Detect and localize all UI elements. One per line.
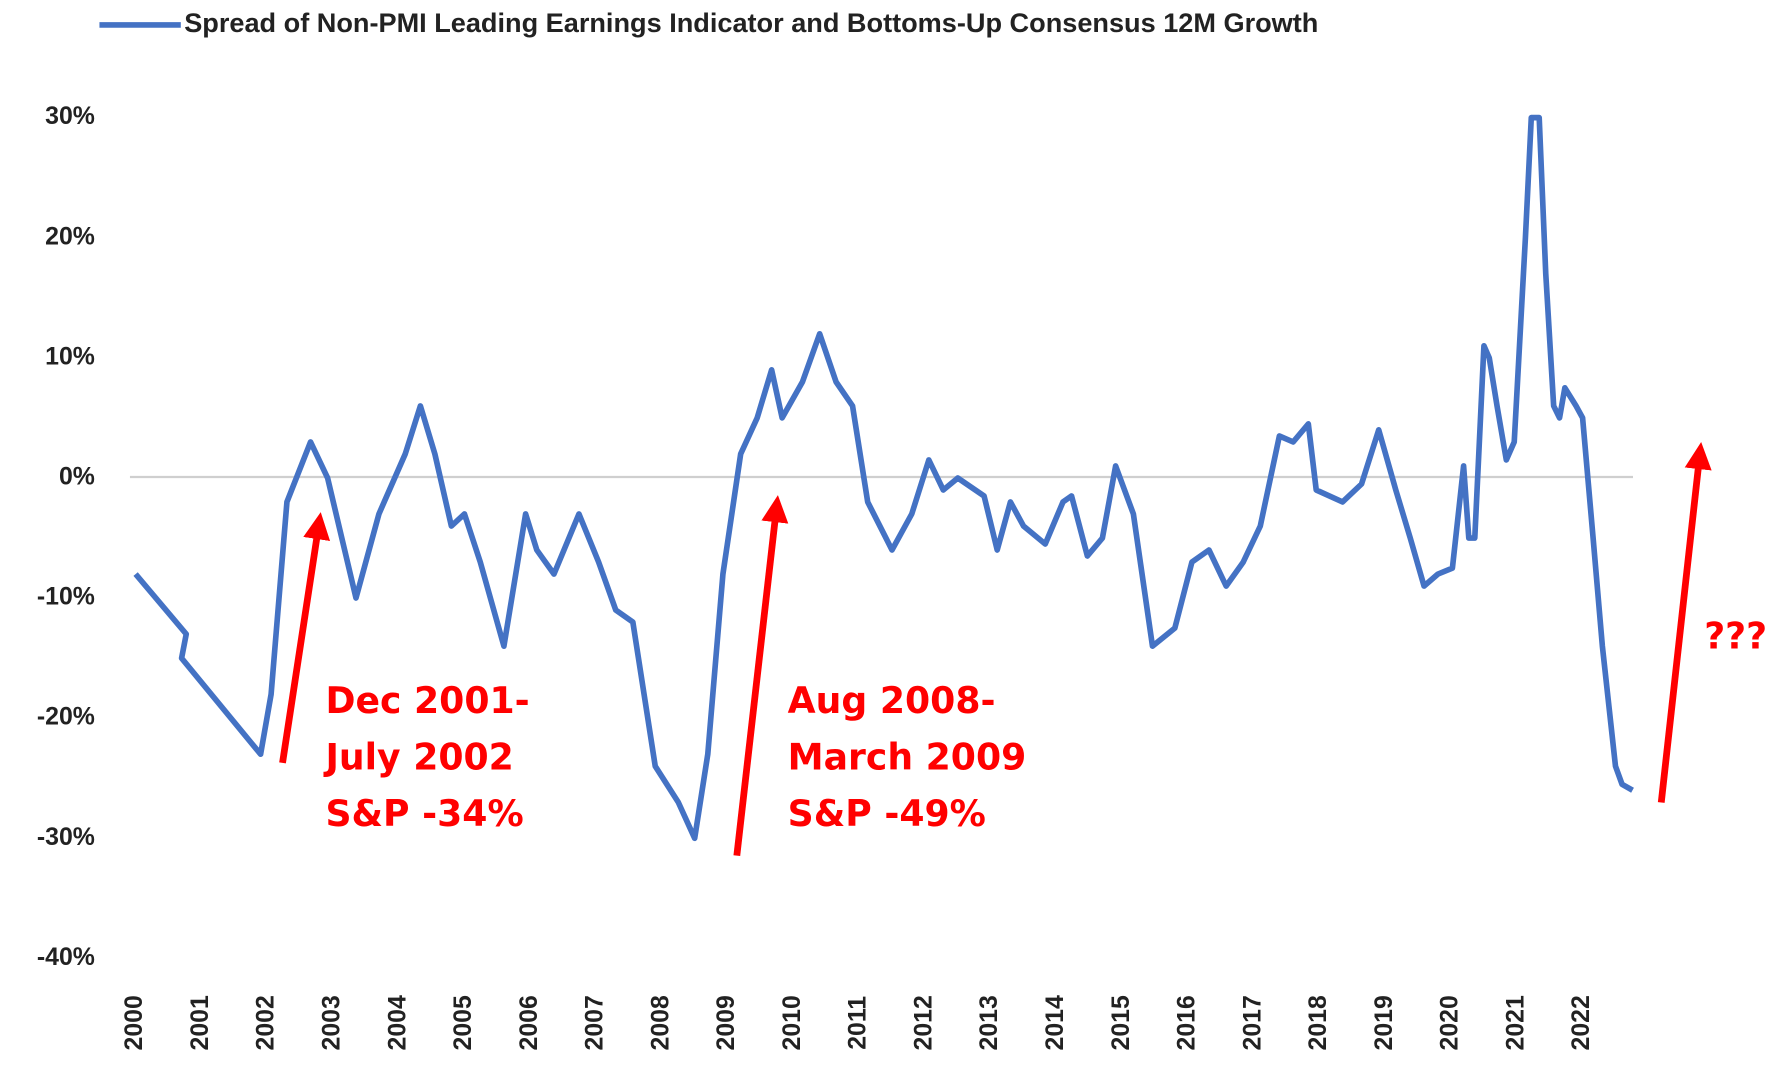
x-tick-label: 2000: [120, 995, 148, 1050]
arrow: [279, 512, 331, 764]
x-tick-label: 2019: [1370, 995, 1398, 1050]
annotation: March 2009: [788, 736, 1027, 779]
y-tick-label: -30%: [37, 823, 95, 851]
x-tick-label: 2021: [1501, 995, 1529, 1050]
y-tick-label: 20%: [45, 222, 95, 250]
x-tick-label: 2008: [646, 995, 674, 1050]
annotation: ???: [1704, 615, 1767, 658]
x-tick-label: 2016: [1173, 995, 1201, 1050]
x-tick-label: 2002: [252, 995, 280, 1050]
annotation: July 2002: [322, 736, 513, 779]
x-tick-label: 2003: [317, 995, 345, 1050]
y-tick-label: -20%: [37, 703, 95, 731]
x-tick-label: 2015: [1107, 995, 1135, 1050]
x-tick-label: 2020: [1436, 995, 1464, 1050]
annotation: S&P -34%: [325, 792, 523, 835]
x-tick-label: 2005: [449, 995, 477, 1050]
legend-label: Spread of Non-PMI Leading Earnings Indic…: [184, 7, 1318, 38]
arrow: [1657, 442, 1712, 803]
annotation: Aug 2008-: [788, 679, 996, 722]
x-tick-label: 2001: [186, 995, 214, 1050]
arrow: [733, 495, 789, 856]
y-tick-label: -40%: [37, 943, 95, 971]
x-tick-label: 2022: [1567, 995, 1595, 1050]
x-tick-label: 2006: [515, 995, 543, 1050]
x-tick-label: 2018: [1304, 995, 1332, 1050]
y-tick-label: 30%: [45, 102, 95, 130]
y-tick-label: 10%: [45, 342, 95, 370]
x-tick-label: 2010: [778, 995, 806, 1050]
x-tick-label: 2009: [712, 995, 740, 1050]
x-tick-label: 2007: [581, 995, 609, 1050]
x-tick-label: 2013: [975, 995, 1003, 1050]
annotation: S&P -49%: [788, 792, 986, 835]
y-tick-label: -10%: [37, 583, 95, 611]
x-tick-label: 2017: [1238, 995, 1266, 1050]
annotation: Dec 2001-: [325, 679, 529, 722]
y-tick-label: 0%: [59, 463, 95, 491]
x-tick-label: 2014: [1041, 995, 1069, 1050]
x-tick-label: 2011: [844, 996, 872, 1050]
series-line: [133, 114, 1634, 842]
x-tick-label: 2012: [909, 995, 937, 1050]
x-tick-label: 2004: [383, 995, 411, 1050]
